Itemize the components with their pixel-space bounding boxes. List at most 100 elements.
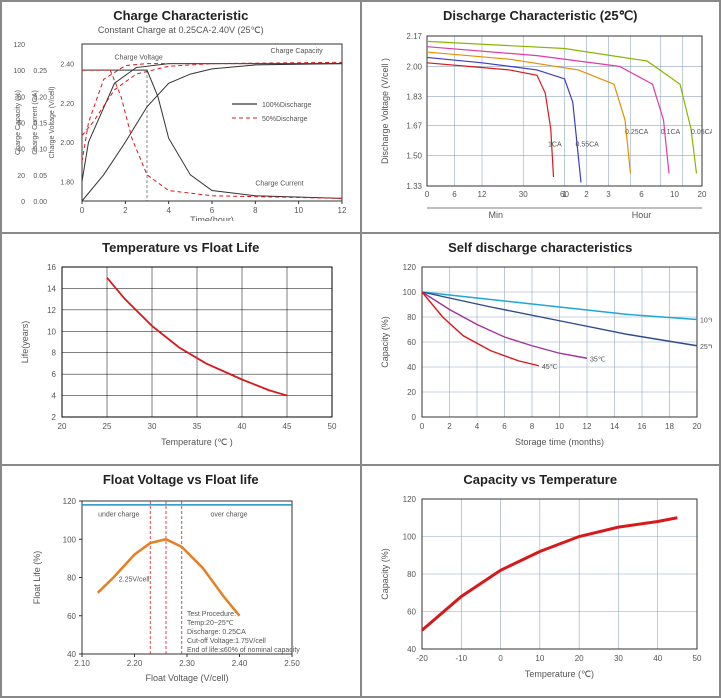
chart-grid: Charge Characteristic Constant Charge at…: [0, 0, 721, 698]
svg-text:0: 0: [411, 413, 416, 422]
svg-text:8: 8: [52, 349, 57, 358]
svg-text:50%Discharge: 50%Discharge: [262, 116, 308, 123]
svg-text:1.80: 1.80: [60, 179, 74, 186]
svg-text:2: 2: [123, 206, 128, 215]
panel-discharge-characteristic: Discharge Characteristic (25℃) 1.331.501…: [361, 1, 721, 233]
svg-text:80: 80: [67, 574, 76, 583]
svg-text:10: 10: [535, 654, 544, 663]
svg-text:20: 20: [17, 173, 25, 180]
svg-text:0: 0: [424, 190, 429, 199]
svg-text:4: 4: [474, 422, 479, 431]
svg-text:40: 40: [407, 645, 416, 654]
svg-text:0.00: 0.00: [33, 199, 47, 206]
svg-text:Charge Capacity: Charge Capacity: [271, 48, 324, 55]
svg-text:Temp:20~25℃: Temp:20~25℃: [187, 620, 234, 627]
chart1-title: Charge Characteristic: [12, 8, 350, 23]
svg-text:Time(hour): Time(hour): [190, 215, 234, 221]
svg-text:10: 10: [670, 190, 679, 199]
svg-text:over charge: over charge: [211, 511, 248, 518]
svg-text:0.55CA: 0.55CA: [575, 142, 599, 149]
svg-text:1.50: 1.50: [406, 152, 422, 161]
panel-temp-vs-floatlife: Temperature vs Float Life 20253035404550…: [1, 233, 361, 465]
svg-text:2: 2: [52, 413, 57, 422]
svg-text:Test Procedure:: Test Procedure:: [187, 611, 236, 618]
svg-text:1.33: 1.33: [406, 182, 422, 191]
svg-text:2: 2: [584, 190, 589, 199]
svg-text:35℃: 35℃: [590, 356, 606, 363]
svg-text:2.00: 2.00: [60, 140, 74, 147]
svg-text:2.20: 2.20: [60, 101, 74, 108]
chart5-svg: 2.102.202.302.402.50406080100120Float Vo…: [12, 489, 352, 689]
svg-text:1CA: 1CA: [548, 142, 562, 149]
panel-float-voltage-vs-life: Float Voltage vs Float life 2.102.202.30…: [1, 465, 361, 697]
svg-text:Charge Voltage: Charge Voltage: [115, 55, 163, 62]
svg-text:3: 3: [606, 190, 611, 199]
svg-text:0.05: 0.05: [33, 173, 47, 180]
svg-text:Discharge Voltage (V/cell ): Discharge Voltage (V/cell ): [380, 58, 390, 164]
svg-text:40: 40: [67, 650, 76, 659]
svg-text:4: 4: [52, 392, 57, 401]
svg-text:100: 100: [63, 535, 77, 544]
svg-text:60: 60: [17, 121, 25, 128]
svg-text:Float Life (%): Float Life (%): [32, 551, 42, 605]
svg-text:45: 45: [283, 422, 292, 431]
svg-text:6: 6: [210, 206, 215, 215]
svg-text:50: 50: [328, 422, 337, 431]
svg-text:6: 6: [639, 190, 644, 199]
chart1-subtitle: Constant Charge at 0.25CA-2.40V (25℃): [12, 25, 350, 36]
svg-text:0.15: 0.15: [33, 121, 47, 128]
svg-text:4: 4: [166, 206, 171, 215]
svg-text:Cut-off Voltage:1.75V/cell: Cut-off Voltage:1.75V/cell: [187, 638, 266, 645]
svg-text:0.1CA: 0.1CA: [660, 129, 680, 136]
svg-text:30: 30: [613, 654, 622, 663]
svg-text:0.20: 0.20: [33, 94, 47, 101]
svg-text:2.00: 2.00: [406, 62, 422, 71]
svg-text:0: 0: [419, 422, 424, 431]
svg-text:0: 0: [498, 654, 503, 663]
svg-text:2.40: 2.40: [232, 659, 248, 668]
svg-text:40: 40: [238, 422, 247, 431]
svg-text:60: 60: [67, 612, 76, 621]
svg-text:12: 12: [582, 422, 591, 431]
svg-text:10: 10: [555, 422, 564, 431]
svg-text:120: 120: [13, 42, 25, 49]
svg-text:8: 8: [253, 206, 258, 215]
svg-text:2: 2: [447, 422, 452, 431]
svg-text:Discharge: 0.25CA: Discharge: 0.25CA: [187, 629, 246, 636]
svg-text:2.25V/cell: 2.25V/cell: [119, 576, 150, 583]
svg-text:2.50: 2.50: [284, 659, 300, 668]
svg-text:20: 20: [574, 654, 583, 663]
svg-text:10℃: 10℃: [700, 318, 712, 325]
svg-text:-10: -10: [455, 654, 467, 663]
svg-text:14: 14: [610, 422, 619, 431]
svg-text:35: 35: [193, 422, 202, 431]
chart4-title: Self discharge characteristics: [372, 240, 710, 255]
svg-text:100: 100: [13, 68, 25, 75]
svg-text:0.10: 0.10: [33, 147, 47, 154]
svg-text:1.67: 1.67: [406, 121, 422, 130]
chart3-title: Temperature vs Float Life: [12, 240, 350, 255]
svg-text:Storage time (months): Storage time (months): [514, 437, 603, 447]
svg-text:12: 12: [338, 206, 347, 215]
svg-text:Min: Min: [488, 210, 503, 220]
svg-text:60: 60: [407, 338, 416, 347]
svg-text:6: 6: [452, 190, 457, 199]
chart3-svg: 20253035404550246810121416Temperature (℃…: [12, 257, 352, 457]
chart6-svg: -20-1001020304050406080100120Temperature…: [372, 489, 712, 689]
chart5-title: Float Voltage vs Float life: [12, 472, 350, 487]
svg-text:16: 16: [637, 422, 646, 431]
svg-text:50: 50: [692, 654, 701, 663]
svg-text:16: 16: [47, 263, 56, 272]
svg-text:1.83: 1.83: [406, 93, 422, 102]
svg-text:Hour: Hour: [631, 210, 651, 220]
svg-text:120: 120: [63, 497, 77, 506]
svg-text:40: 40: [653, 654, 662, 663]
svg-text:14: 14: [47, 284, 56, 293]
svg-text:20: 20: [58, 422, 67, 431]
panel-self-discharge: Self discharge characteristics 024681012…: [361, 233, 721, 465]
svg-text:1: 1: [562, 190, 567, 199]
svg-text:2.10: 2.10: [74, 659, 90, 668]
svg-text:20: 20: [407, 388, 416, 397]
svg-text:End of life:≤60% of nominal ca: End of life:≤60% of nominal capacity: [187, 647, 300, 654]
svg-text:0.25CA: 0.25CA: [625, 129, 649, 136]
